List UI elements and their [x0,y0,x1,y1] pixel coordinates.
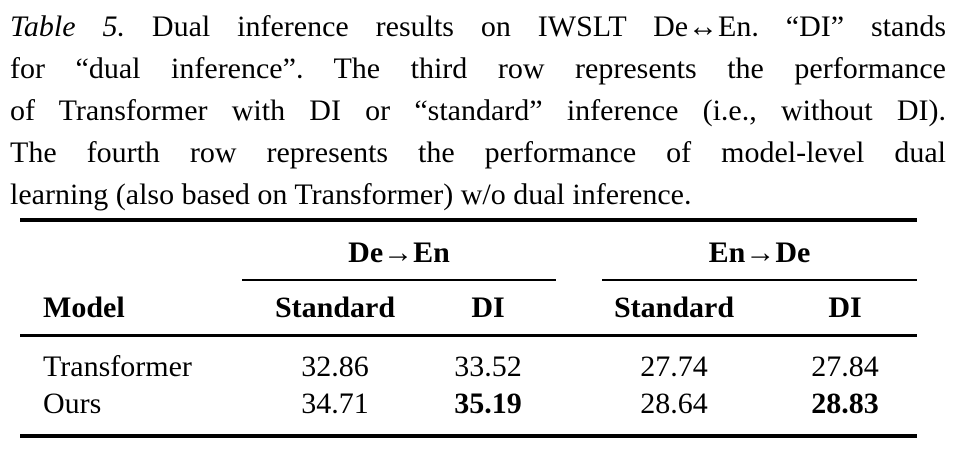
caption-line-1: Table 5. Dual inference results on IWSLT… [10,6,946,48]
cmidrule-de-en [242,279,556,281]
table-top-rule [20,218,917,222]
row-ours-value-standard-en-de: 28.64 [640,387,708,420]
group-header-en-de: En→De [708,236,811,269]
caption-line-3: of Transformer with DI or “standard” inf… [10,94,946,127]
row-transformer-value-di-en-de: 27.84 [811,350,879,383]
column-header-standard-en-de: Standard [613,291,735,324]
row-ours-value-standard-de-en: 34.71 [301,387,369,420]
row-ours-value-di-en-de: 28.83 [811,387,879,420]
table-bottom-rule [20,434,917,438]
column-header-standard-de-en: Standard [274,291,396,324]
row-transformer-value-di-de-en: 33.52 [454,350,522,383]
row-transformer-model: Transformer [43,350,192,383]
caption-line-5: learning (also based on Transformer) w/o… [10,178,692,211]
table-caption: Table 5. Dual inference results on IWSLT… [10,6,946,216]
row-ours-model: Ours [43,387,102,420]
column-header-model: Model [43,291,125,324]
row-ours-value-di-de-en: 35.19 [454,387,522,420]
caption-line-4: The fourth row represents the performanc… [10,136,946,169]
group-header-de-en: De→En [348,236,450,269]
cmidrule-en-de [602,279,917,281]
column-header-di-en-de: DI [828,291,862,324]
row-transformer-value-standard-en-de: 27.74 [640,350,708,383]
caption-table-label: Table 5. [10,10,125,43]
column-header-di-de-en: DI [471,291,505,324]
table-mid-rule [20,334,917,337]
caption-line-1-text: Dual inference results on IWSLT De↔En. “… [151,10,946,43]
caption-line-2: for “dual inference”. The third row repr… [10,52,946,85]
row-transformer-value-standard-de-en: 32.86 [301,350,369,383]
